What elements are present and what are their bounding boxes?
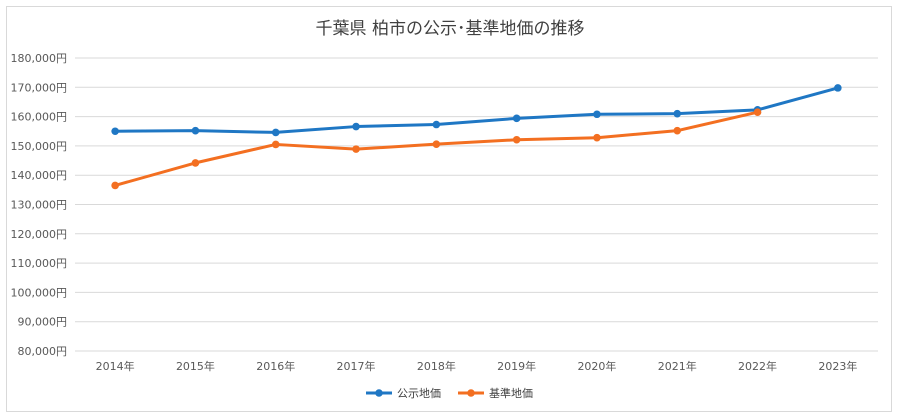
y-tick-label: 80,000円 — [18, 345, 68, 358]
x-tick-label: 2021年 — [658, 359, 697, 373]
legend-marker — [467, 389, 475, 397]
y-tick-label: 160,000円 — [11, 111, 68, 124]
data-point — [593, 133, 601, 142]
data-point — [673, 126, 682, 135]
y-tick-label: 170,000円 — [11, 81, 68, 94]
legend: 公示地価 基準地価 — [366, 386, 533, 400]
x-tick-label: 2019年 — [497, 359, 536, 373]
data-point — [432, 140, 441, 148]
legend-label: 公示地価 — [397, 387, 441, 400]
y-tick-label: 180,000円 — [11, 52, 68, 65]
y-tick-label: 120,000円 — [11, 228, 68, 241]
data-point — [191, 159, 200, 167]
x-tick-label: 2016年 — [256, 359, 295, 373]
data-point — [753, 108, 762, 117]
legend-marker — [375, 389, 383, 397]
x-axis-labels: 2014年 2015年 2016年 2017年 2018年 2019年 2020年 2021年… — [96, 359, 858, 373]
x-tick-label: 2014年 — [96, 359, 135, 373]
x-tick-label: 2017年 — [337, 359, 376, 373]
y-tick-label: 110,000円 — [11, 257, 68, 270]
y-tick-label: 90,000円 — [18, 316, 68, 329]
x-tick-label: 2023年 — [818, 359, 857, 373]
series-lines — [111, 84, 842, 190]
data-point — [593, 110, 601, 119]
x-tick-label: 2015年 — [176, 359, 215, 373]
data-point — [432, 120, 441, 129]
data-point — [352, 122, 360, 131]
y-tick-label: 130,000円 — [11, 199, 68, 212]
y-axis-labels: 80,000円 90,000円 100,000円 110,000円 120,000円 13… — [11, 52, 68, 358]
x-tick-label: 2022年 — [738, 359, 777, 373]
series-2 — [111, 108, 762, 190]
data-point — [111, 127, 119, 136]
data-point — [352, 145, 360, 153]
data-point — [271, 128, 280, 137]
data-point — [512, 135, 521, 144]
series-1 — [111, 84, 842, 137]
data-point — [512, 114, 521, 123]
data-point — [673, 109, 682, 118]
y-tick-label: 150,000円 — [11, 140, 68, 153]
x-tick-label: 2018年 — [417, 359, 456, 373]
chart-frame — [6, 6, 892, 412]
data-point — [271, 140, 280, 149]
grid-lines — [75, 57, 878, 352]
x-tick-label: 2020年 — [577, 359, 616, 373]
y-tick-label: 140,000円 — [11, 169, 68, 182]
y-tick-label: 100,000円 — [11, 286, 68, 299]
legend-label: 基準地価 — [489, 386, 533, 400]
chart-title: 千葉県 柏市の公示･基準地価の推移 — [315, 19, 585, 39]
data-point — [834, 84, 842, 92]
series-line — [113, 86, 840, 134]
data-point — [111, 181, 119, 190]
data-point — [191, 126, 200, 135]
